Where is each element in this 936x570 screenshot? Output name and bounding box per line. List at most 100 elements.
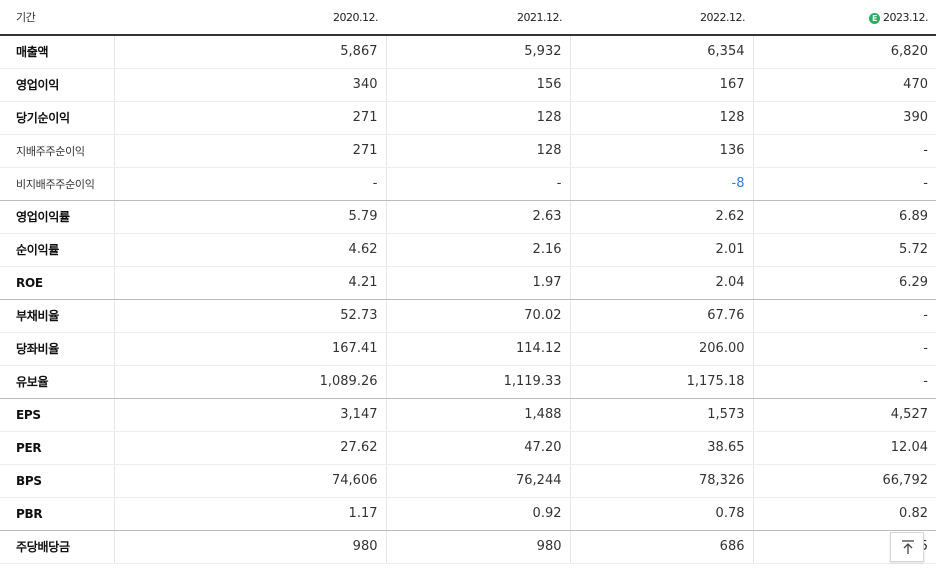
cell-value: 27.62 (113, 431, 386, 465)
cell-value: 6.89 (752, 200, 936, 234)
cell-value-negative: -8 (569, 167, 753, 201)
cell-value: 6.29 (752, 266, 936, 300)
cell-value: 5,867 (113, 35, 386, 69)
column-header-2023: E 2023.12. (753, 0, 936, 36)
cell-value: 5,932 (385, 35, 570, 69)
table-row-revenue: 매출액 5,867 5,932 6,354 6,820 (0, 35, 936, 69)
cell-value: - (752, 332, 936, 366)
table-row-operating-margin: 영업이익률 5.79 2.63 2.62 6.89 (0, 200, 936, 234)
cell-value: 1.17 (113, 497, 386, 531)
cell-value: 6,354 (569, 35, 753, 69)
cell-value: 156 (385, 68, 570, 102)
table-row-dividend-per-share: 주당배당금 980 980 686 5 (0, 530, 936, 564)
cell-value: - (385, 167, 570, 201)
cell-value: 128 (385, 134, 570, 168)
cell-value: 167.41 (113, 332, 386, 366)
cell-value: 70.02 (385, 299, 570, 333)
cell-value: 38.65 (569, 431, 753, 465)
cell-value: 1,119.33 (385, 365, 570, 399)
row-label: 주당배당금 (0, 530, 114, 564)
table-row-pbr: PBR 1.17 0.92 0.78 0.82 (0, 497, 936, 531)
cell-value: - (752, 299, 936, 333)
table-header-row: 기간 2020.12. 2021.12. 2022.12. E 2023.12. (0, 0, 936, 36)
estimate-icon: E (869, 12, 881, 24)
cell-value: 0.78 (569, 497, 753, 531)
column-header-2021: 2021.12. (386, 0, 570, 36)
cell-value: 271 (113, 101, 386, 135)
table-row-reserve-ratio: 유보율 1,089.26 1,119.33 1,175.18 - (0, 365, 936, 399)
table-row-net-income: 당기순이익 271 128 128 390 (0, 101, 936, 135)
row-label: 영업이익률 (0, 200, 114, 234)
cell-value: 271 (113, 134, 386, 168)
row-label: 영업이익 (0, 68, 114, 102)
column-header-2023-label: 2023.12. (883, 10, 928, 24)
cell-value: 0.82 (752, 497, 936, 531)
cell-value: 2.62 (569, 200, 753, 234)
cell-value: 1,488 (385, 398, 570, 432)
cell-value: 206.00 (569, 332, 753, 366)
cell-value: 5.79 (113, 200, 386, 234)
table-row-noncontrolling-net-income: 비지배주주순이익 - - -8 - (0, 167, 936, 201)
row-label: 비지배주주순이익 (0, 167, 114, 201)
cell-value: 4,527 (752, 398, 936, 432)
cell-value: 6,820 (752, 35, 936, 69)
cell-value: 3,147 (113, 398, 386, 432)
row-label: ROE (0, 266, 114, 300)
table-row-net-margin: 순이익률 4.62 2.16 2.01 5.72 (0, 233, 936, 267)
row-label: PBR (0, 497, 114, 531)
cell-value: 128 (569, 101, 753, 135)
cell-value: 66,792 (752, 464, 936, 498)
row-label: BPS (0, 464, 114, 498)
cell-value: 5.72 (752, 233, 936, 267)
row-label: EPS (0, 398, 114, 432)
cell-value: 47.20 (385, 431, 570, 465)
cell-value: - (752, 167, 936, 201)
table-row-roe: ROE 4.21 1.97 2.04 6.29 (0, 266, 936, 300)
table-row-debt-ratio: 부채비율 52.73 70.02 67.76 - (0, 299, 936, 333)
row-label: 당기순이익 (0, 101, 114, 135)
cell-value: 167 (569, 68, 753, 102)
cell-value: 136 (569, 134, 753, 168)
cell-value: 2.01 (569, 233, 753, 267)
cell-value: 2.04 (569, 266, 753, 300)
cell-value: 980 (385, 530, 570, 564)
cell-value: 2.63 (385, 200, 570, 234)
table-row-operating-profit: 영업이익 340 156 167 470 (0, 68, 936, 102)
column-header-2022: 2022.12. (570, 0, 753, 36)
cell-value: 78,326 (569, 464, 753, 498)
row-label: 유보율 (0, 365, 114, 399)
cell-value: 470 (752, 68, 936, 102)
cell-value: 390 (752, 101, 936, 135)
cell-value: 52.73 (113, 299, 386, 333)
scroll-to-top-button[interactable] (890, 532, 924, 562)
cell-value: 340 (113, 68, 386, 102)
cell-value: 1,089.26 (113, 365, 386, 399)
cell-value: 980 (113, 530, 386, 564)
cell-value: - (752, 134, 936, 168)
cell-value: 114.12 (385, 332, 570, 366)
cell-value: 1,175.18 (569, 365, 753, 399)
row-label: 부채비율 (0, 299, 114, 333)
cell-value: 67.76 (569, 299, 753, 333)
table-row-per: PER 27.62 47.20 38.65 12.04 (0, 431, 936, 465)
cell-value: - (113, 167, 386, 201)
cell-value: 1.97 (385, 266, 570, 300)
column-header-2020: 2020.12. (114, 0, 386, 36)
table-row-eps: EPS 3,147 1,488 1,573 4,527 (0, 398, 936, 432)
arrow-up-to-line-icon (902, 540, 914, 554)
cell-value: 1,573 (569, 398, 753, 432)
cell-value: 4.21 (113, 266, 386, 300)
cell-value: 12.04 (752, 431, 936, 465)
row-label: 순이익률 (0, 233, 114, 267)
cell-value: 128 (385, 101, 570, 135)
cell-value: 76,244 (385, 464, 570, 498)
table-row-controlling-net-income: 지배주주순이익 271 128 136 - (0, 134, 936, 168)
cell-value: 4.62 (113, 233, 386, 267)
period-header: 기간 (0, 0, 114, 36)
row-label: 지배주주순이익 (0, 134, 114, 168)
cell-value: 2.16 (385, 233, 570, 267)
table-row-bps: BPS 74,606 76,244 78,326 66,792 (0, 464, 936, 498)
cell-value: 686 (569, 530, 753, 564)
row-label: 매출액 (0, 35, 114, 69)
